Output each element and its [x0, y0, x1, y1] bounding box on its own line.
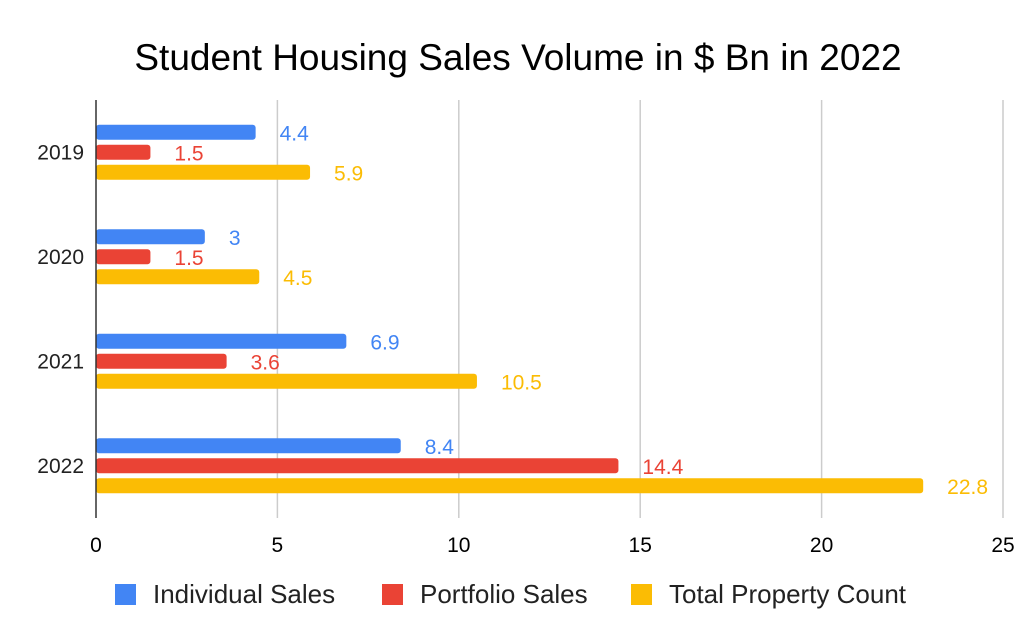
x-tick-label: 15 [629, 534, 652, 557]
legend-label: Portfolio Sales [420, 579, 588, 609]
bar [96, 333, 347, 349]
bar [96, 373, 477, 389]
legend-swatch [631, 584, 652, 605]
bars [96, 124, 924, 494]
data-label: 1.5 [174, 247, 203, 270]
data-label: 4.4 [280, 122, 310, 145]
bar [96, 124, 256, 140]
x-tick-label: 5 [272, 534, 284, 557]
category-label: 2021 [37, 350, 84, 373]
data-label: 22.8 [947, 476, 988, 499]
data-label: 10.5 [501, 371, 542, 394]
legend-label: Total Property Count [669, 579, 907, 609]
data-label: 6.9 [370, 331, 399, 354]
bar [96, 269, 260, 285]
data-labels: 4.4 1.5 5.9 3 1.5 4.5 6.9 3.6 10.5 8.4 14.4 22.8 [174, 122, 988, 499]
bar [96, 353, 227, 369]
bar [96, 478, 924, 494]
legend-swatch [115, 584, 136, 605]
data-label: 14.4 [642, 456, 683, 479]
category-label: 2020 [37, 246, 84, 269]
y-axis-categories: 2019 2020 2021 2022 [37, 141, 84, 478]
bar [96, 164, 311, 180]
bar [96, 144, 151, 160]
gridlines [276, 100, 1004, 518]
data-label: 3 [229, 227, 241, 250]
legend-label: Individual Sales [153, 579, 335, 609]
x-tick-label: 10 [447, 534, 470, 557]
legend: Individual Sales Portfolio Sales Total Pro… [115, 579, 907, 609]
bar [96, 438, 401, 454]
x-tick-label: 0 [90, 534, 102, 557]
bar [96, 249, 151, 265]
category-label: 2019 [37, 141, 84, 164]
data-label: 4.5 [283, 267, 312, 290]
data-label: 8.4 [425, 436, 455, 459]
data-label: 1.5 [174, 142, 203, 165]
data-label: 5.9 [334, 162, 363, 185]
bar [96, 229, 205, 245]
x-tick-label: 25 [991, 534, 1014, 557]
x-tick-label: 20 [810, 534, 833, 557]
bar [96, 458, 619, 474]
category-label: 2022 [37, 455, 84, 478]
data-label: 3.6 [251, 351, 280, 374]
chart-title: Student Housing Sales Volume in $ Bn in … [134, 37, 901, 78]
x-axis-ticks: 0 5 10 15 20 25 [90, 534, 1015, 557]
legend-swatch [382, 584, 403, 605]
